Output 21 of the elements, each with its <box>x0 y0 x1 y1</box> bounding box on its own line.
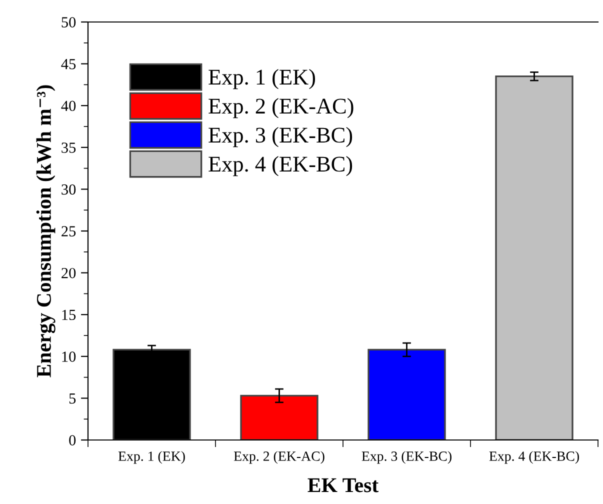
y-tick-label: 15 <box>62 310 76 320</box>
legend-label: Exp. 3 (EK-BC) <box>208 127 352 148</box>
y-tick-label: 45 <box>61 59 76 70</box>
legend-label: Exp. 2 (EK-AC) <box>208 98 354 118</box>
x-tick-label: Exp. 2 (EK-AC) <box>234 451 324 464</box>
y-tick-label: 35 <box>62 142 76 153</box>
y-tick-label: 50 <box>62 17 76 28</box>
x-tick-label: Exp. 4 (EK-BC) <box>489 451 579 464</box>
y-tick-label: 40 <box>61 100 76 112</box>
y-tick-label: 5 <box>69 393 76 404</box>
legend-label: Exp. 4 (EK-BC) <box>208 156 352 176</box>
y-tick-label: 20 <box>62 268 76 278</box>
y-tick-label: 25 <box>62 226 76 236</box>
x-axis-title: EK Test <box>308 478 379 492</box>
y-tick-label: 10 <box>62 352 76 362</box>
x-tick-label: Exp. 3 (EK-BC) <box>362 451 452 464</box>
y-axis-title: Energy Consumption (kWh m⁻³) <box>36 85 56 378</box>
legend-label: Exp. 1 (EK) <box>208 69 316 90</box>
y-tick-label: 30 <box>62 184 76 195</box>
y-tick-label: 0 <box>69 435 76 446</box>
x-tick-label: Exp. 1 (EK) <box>118 451 185 464</box>
